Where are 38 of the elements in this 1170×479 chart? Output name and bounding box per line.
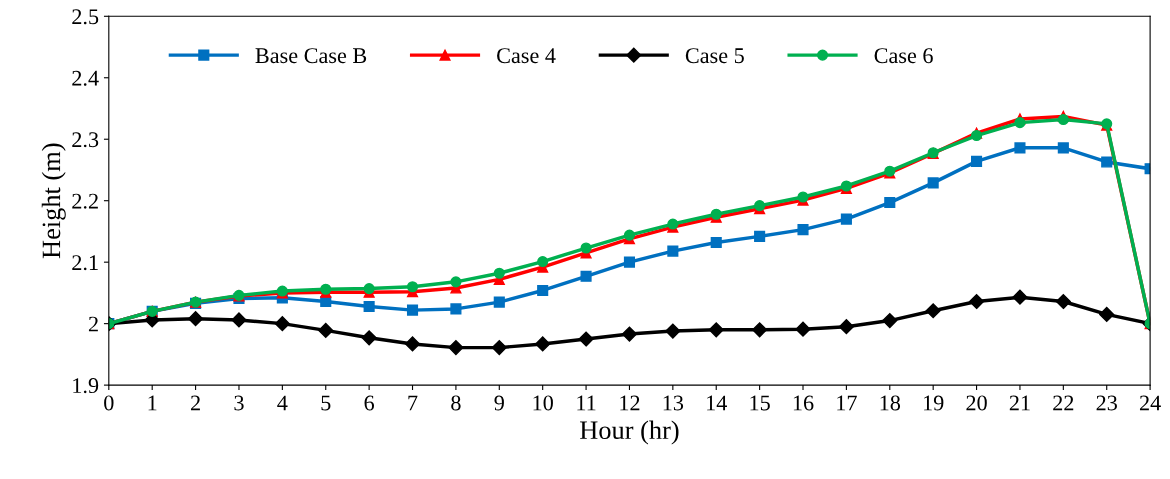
x-tick-label: 4 [277,395,288,411]
x-tick-label: 12 [620,395,640,411]
legend-label: Base Case B [255,48,367,64]
y-tick-label: 2 [88,316,98,332]
x-tick-label: 3 [234,395,244,411]
y-tick-label: 1.9 [73,378,99,394]
legend-label: Case 4 [497,48,556,64]
x-tick-label: 20 [966,395,987,411]
x-tick-label: 21 [1009,395,1030,411]
legend-label: Case 6 [874,48,933,64]
y-tick-label: 2.1 [72,255,98,271]
x-tick-label: 19 [924,395,944,411]
x-tick-label: 15 [750,395,770,411]
x-tick-label: 6 [364,395,375,411]
x-axis-title: Hour (hr) [580,420,679,445]
x-tick-label: 13 [663,395,684,411]
x-tick-label: 7 [408,395,418,411]
y-tick-label: 2.4 [72,70,99,86]
x-tick-label: 16 [793,395,814,411]
y-tick-label: 2.3 [72,132,99,148]
x-tick-label: 5 [321,395,331,411]
x-tick-label: 2 [191,395,200,411]
y-axis-title: Height (m) [41,143,66,259]
x-tick-label: 24 [1139,395,1161,411]
x-tick-label: 22 [1053,395,1074,411]
x-tick-label: 9 [494,395,504,411]
x-tick-label: 23 [1096,395,1117,411]
x-tick-label: 1 [148,395,157,411]
x-tick-label: 18 [880,395,901,411]
y-tick-label: 2.2 [72,193,98,209]
legend-label: Case 5 [685,48,744,64]
x-tick-label: 8 [451,395,461,411]
x-tick-label: 0 [104,395,114,411]
x-tick-label: 10 [533,395,553,411]
y-tick-label: 2.5 [72,9,99,25]
x-tick-label: 14 [707,395,727,411]
x-tick-label: 11 [577,395,596,411]
x-tick-label: 17 [837,395,857,411]
